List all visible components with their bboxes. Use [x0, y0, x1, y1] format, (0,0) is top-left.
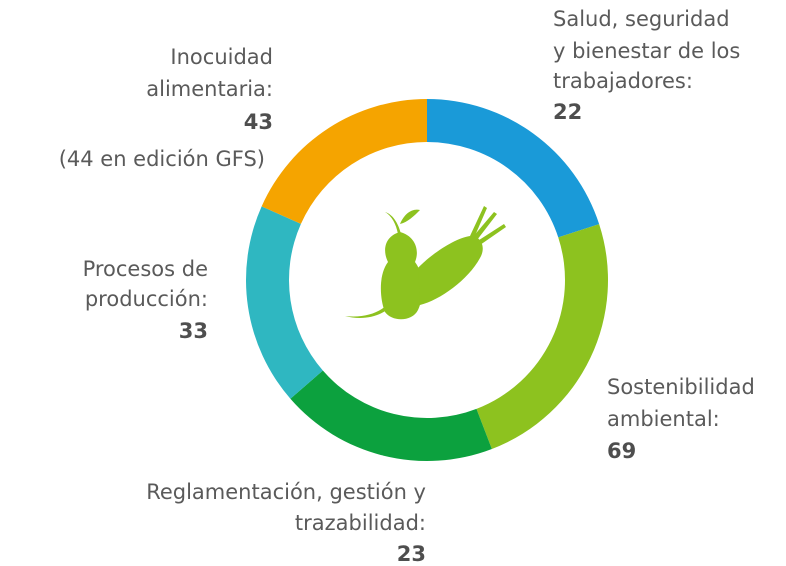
segment-label: trabajadores: — [553, 69, 693, 93]
segment-note: (44 en edición GFS) — [59, 147, 265, 171]
segment-label: Procesos de — [83, 257, 208, 281]
ring-segment — [427, 99, 600, 238]
ring-segment — [261, 99, 427, 224]
segment-count: 22 — [553, 100, 582, 124]
ring-segment — [290, 370, 492, 462]
segment-label: ambiental: — [607, 407, 720, 431]
segment-label: alimentaria: — [146, 77, 273, 101]
segment-label: Salud, seguridad — [553, 7, 730, 31]
segment-count: 43 — [244, 110, 273, 134]
ring-segment — [245, 206, 323, 399]
segment-label: y bienestar de los — [553, 39, 740, 63]
segment-count: 23 — [397, 542, 426, 566]
segment-count: 33 — [179, 319, 208, 343]
segment-label: producción: — [85, 287, 208, 311]
segment-label: Inocuidad — [170, 45, 273, 69]
segment-label: Sostenibilidad — [607, 375, 755, 399]
ring-segment — [476, 224, 608, 449]
vegetable-icon — [345, 206, 506, 320]
segment-count: 69 — [607, 439, 636, 463]
segment-label: Reglamentación, gestión y — [146, 480, 426, 504]
segment-label: trazabilidad: — [295, 511, 426, 535]
ring — [245, 99, 608, 462]
